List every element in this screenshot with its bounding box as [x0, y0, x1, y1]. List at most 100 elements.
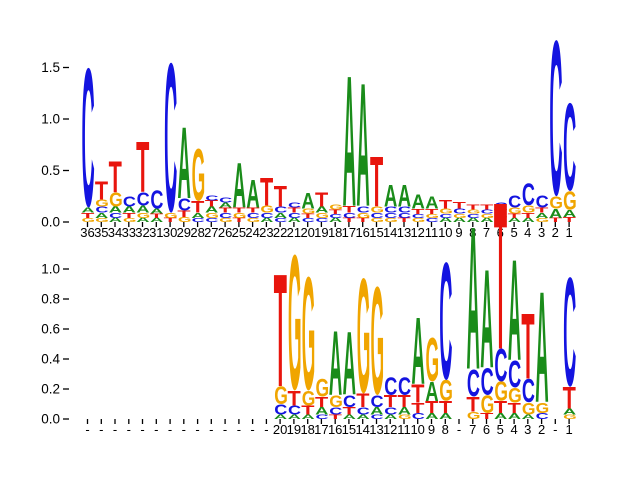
- svg-text:6: 6: [483, 422, 490, 437]
- svg-text:9: 9: [455, 225, 462, 240]
- svg-text:-: -: [113, 422, 117, 437]
- svg-text:34: 34: [108, 225, 122, 240]
- svg-text:18: 18: [300, 422, 314, 437]
- svg-text:0.5: 0.5: [41, 163, 60, 178]
- svg-text:-: -: [99, 422, 103, 437]
- svg-text:C: C: [522, 178, 535, 212]
- svg-text:A: A: [178, 105, 191, 221]
- svg-text:33: 33: [122, 225, 136, 240]
- svg-text:-: -: [223, 422, 227, 437]
- svg-text:T: T: [315, 189, 328, 212]
- svg-text:12: 12: [383, 422, 397, 437]
- svg-text:-: -: [168, 422, 172, 437]
- svg-text:1: 1: [565, 225, 572, 240]
- svg-text:10: 10: [410, 422, 424, 437]
- svg-text:11: 11: [397, 422, 411, 437]
- svg-text:G: G: [288, 215, 302, 429]
- svg-text:-: -: [127, 422, 131, 437]
- svg-text:17: 17: [314, 422, 328, 437]
- svg-text:C: C: [439, 229, 452, 415]
- svg-text:A: A: [343, 38, 356, 246]
- svg-text:-: -: [85, 422, 89, 437]
- svg-text:G: G: [192, 135, 206, 218]
- svg-text:T: T: [521, 294, 534, 399]
- svg-text:3: 3: [524, 422, 531, 437]
- svg-text:A: A: [343, 313, 356, 414]
- svg-text:1.0: 1.0: [41, 112, 60, 127]
- svg-text:C: C: [398, 372, 411, 401]
- svg-text:27: 27: [204, 225, 218, 240]
- svg-text:C: C: [288, 201, 301, 209]
- svg-text:G: G: [302, 244, 316, 424]
- svg-text:0.2: 0.2: [41, 382, 60, 397]
- svg-text:G: G: [315, 373, 329, 402]
- svg-text:29: 29: [177, 225, 191, 240]
- svg-text:-: -: [457, 422, 461, 437]
- svg-text:-: -: [154, 422, 158, 437]
- svg-text:20: 20: [273, 422, 287, 437]
- svg-text:C: C: [82, 27, 95, 248]
- svg-text:-: -: [264, 422, 268, 437]
- svg-text:A: A: [301, 190, 315, 214]
- svg-text:14: 14: [383, 225, 397, 240]
- svg-text:-: -: [553, 422, 557, 437]
- svg-text:A: A: [246, 171, 259, 216]
- svg-text:0.4: 0.4: [41, 352, 60, 367]
- svg-text:23: 23: [259, 225, 273, 240]
- svg-text:C: C: [150, 185, 163, 214]
- svg-text:A: A: [411, 191, 424, 214]
- svg-text:18: 18: [328, 225, 342, 240]
- svg-text:24: 24: [245, 225, 259, 240]
- svg-text:T: T: [494, 159, 507, 394]
- svg-text:G: G: [329, 203, 343, 211]
- svg-text:C: C: [205, 194, 218, 202]
- svg-text:A: A: [535, 258, 548, 435]
- svg-text:G: G: [371, 256, 385, 427]
- svg-text:C: C: [563, 76, 576, 216]
- svg-text:C: C: [536, 192, 549, 212]
- svg-text:T: T: [109, 154, 122, 202]
- svg-text:A: A: [329, 313, 342, 416]
- svg-text:A: A: [398, 180, 411, 214]
- svg-text:A: A: [233, 150, 246, 221]
- svg-text:32: 32: [135, 225, 149, 240]
- svg-text:-: -: [237, 422, 241, 437]
- svg-text:0.0: 0.0: [41, 412, 60, 427]
- svg-text:A: A: [384, 180, 397, 214]
- svg-text:4: 4: [524, 225, 531, 240]
- svg-text:7: 7: [483, 225, 490, 240]
- svg-text:19: 19: [314, 225, 328, 240]
- svg-text:C: C: [219, 196, 232, 204]
- svg-text:C: C: [123, 194, 136, 210]
- svg-text:35: 35: [94, 225, 108, 240]
- svg-text:C: C: [164, 19, 177, 256]
- svg-text:3: 3: [538, 225, 545, 240]
- svg-text:A: A: [508, 229, 521, 390]
- svg-text:7: 7: [469, 422, 476, 437]
- svg-text:T: T: [480, 203, 493, 211]
- svg-text:G: G: [426, 325, 440, 394]
- svg-text:26: 26: [218, 225, 232, 240]
- svg-text:13: 13: [397, 225, 411, 240]
- svg-text:12: 12: [410, 225, 424, 240]
- svg-text:-: -: [209, 422, 213, 437]
- svg-text:4: 4: [510, 422, 517, 437]
- svg-text:1: 1: [565, 422, 572, 437]
- svg-text:T: T: [439, 198, 453, 212]
- svg-text:-: -: [140, 422, 144, 437]
- svg-text:0.0: 0.0: [41, 215, 60, 230]
- svg-text:T: T: [274, 242, 287, 421]
- svg-text:9: 9: [428, 422, 435, 437]
- svg-text:0.6: 0.6: [41, 322, 60, 337]
- svg-text:C: C: [384, 372, 397, 401]
- svg-text:T: T: [274, 181, 287, 213]
- svg-text:0.8: 0.8: [41, 292, 60, 307]
- svg-text:15: 15: [369, 225, 383, 240]
- svg-text:15: 15: [342, 422, 356, 437]
- svg-text:16: 16: [328, 422, 342, 437]
- svg-text:T: T: [260, 169, 273, 214]
- svg-text:T: T: [370, 143, 383, 223]
- svg-text:25: 25: [232, 225, 246, 240]
- svg-text:11: 11: [425, 225, 439, 240]
- svg-text:-: -: [195, 422, 199, 437]
